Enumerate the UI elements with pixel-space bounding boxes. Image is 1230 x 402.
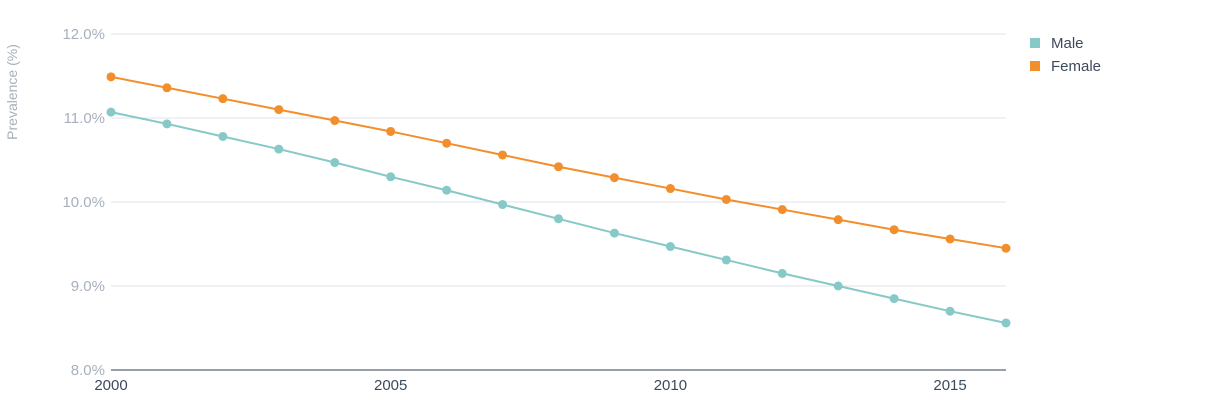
data-point-female	[218, 94, 228, 104]
data-point-female	[554, 162, 563, 172]
data-point-male	[554, 214, 563, 224]
x-tick-label: 2010	[654, 377, 687, 394]
series-lines	[106, 72, 1011, 328]
data-point-male	[442, 185, 452, 195]
legend-label: Male	[1051, 35, 1084, 52]
data-point-male	[106, 107, 116, 117]
y-tick-label: 12.0%	[62, 26, 105, 43]
data-point-female	[777, 205, 787, 215]
data-point-male	[609, 228, 619, 238]
data-point-male	[945, 306, 955, 316]
legend: Male Female	[1030, 35, 1101, 75]
y-tick-label: 8.0%	[71, 362, 105, 379]
data-point-male	[721, 255, 731, 265]
data-point-male	[218, 131, 228, 141]
data-point-male	[777, 268, 787, 278]
legend-label: Female	[1051, 58, 1101, 75]
x-tick-label: 2000	[94, 377, 127, 394]
grid-lines	[111, 33, 1006, 371]
data-point-male	[162, 119, 172, 129]
data-point-female	[945, 234, 955, 244]
data-point-female	[833, 215, 843, 225]
data-point-female	[889, 225, 899, 235]
data-point-female	[1001, 243, 1011, 253]
data-point-male	[665, 242, 675, 252]
data-point-male	[498, 200, 508, 210]
y-tick-label: 9.0%	[71, 278, 105, 295]
data-point-female	[162, 83, 172, 93]
x-tick-label: 2015	[933, 377, 966, 394]
data-point-male	[889, 294, 899, 304]
y-axis-title: Prevalence (%)	[4, 44, 20, 140]
y-tick-label: 11.0%	[64, 110, 105, 127]
x-tick-label: 2005	[374, 377, 407, 394]
data-point-female	[386, 126, 396, 136]
data-point-female	[106, 72, 116, 82]
data-point-female	[442, 138, 452, 148]
legend-swatch-icon	[1030, 38, 1040, 48]
data-point-female	[665, 184, 675, 194]
y-tick-label: 10.0%	[62, 194, 105, 211]
legend-swatch-icon	[1030, 61, 1040, 71]
data-point-female	[721, 194, 731, 204]
data-point-female	[274, 105, 284, 115]
data-point-female	[609, 173, 619, 183]
data-point-male	[833, 281, 843, 291]
axes: 8.0% 9.0% 10.0% 11.0% 12.0% 2000 2005 2010 2015	[62, 26, 966, 394]
data-point-male	[274, 144, 284, 154]
data-point-male	[1001, 318, 1011, 328]
data-point-male	[386, 172, 396, 182]
data-point-male	[330, 158, 340, 168]
data-point-female	[498, 150, 508, 160]
data-point-female	[330, 116, 340, 126]
